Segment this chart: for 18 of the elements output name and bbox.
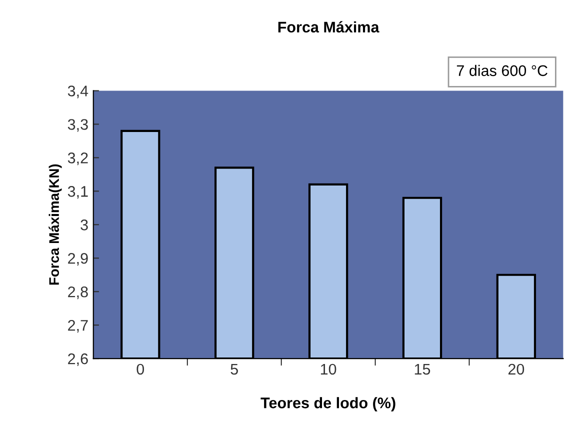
x-tick-label: 0 (136, 364, 144, 375)
x-tick-label: 15 (414, 364, 430, 375)
x-tick-label: 20 (508, 364, 524, 375)
y-axis-title: Forca Máxima(KN) (48, 164, 62, 285)
y-tick-label: 2,9 (68, 252, 88, 266)
y-tick-label: 2,7 (68, 320, 88, 333)
y-tick-label: 2,6 (68, 353, 88, 366)
x-tick-label: 10 (320, 364, 336, 375)
x-axis-title: Teores de lodo (%) (260, 397, 396, 412)
x-tick-label: 5 (230, 364, 238, 375)
y-tick-label: 3,1 (68, 186, 88, 199)
y-tick-label: 3 (80, 220, 88, 230)
y-tick-label: 3,3 (68, 119, 88, 132)
text: 7 dias 600 °C (456, 64, 548, 76)
y-tick-label: 2,8 (68, 286, 88, 300)
y-tick-label: 3,2 (68, 152, 88, 166)
chart-title: Forca Máxima (278, 21, 380, 33)
y-tick-label: 3,4 (68, 86, 88, 98)
